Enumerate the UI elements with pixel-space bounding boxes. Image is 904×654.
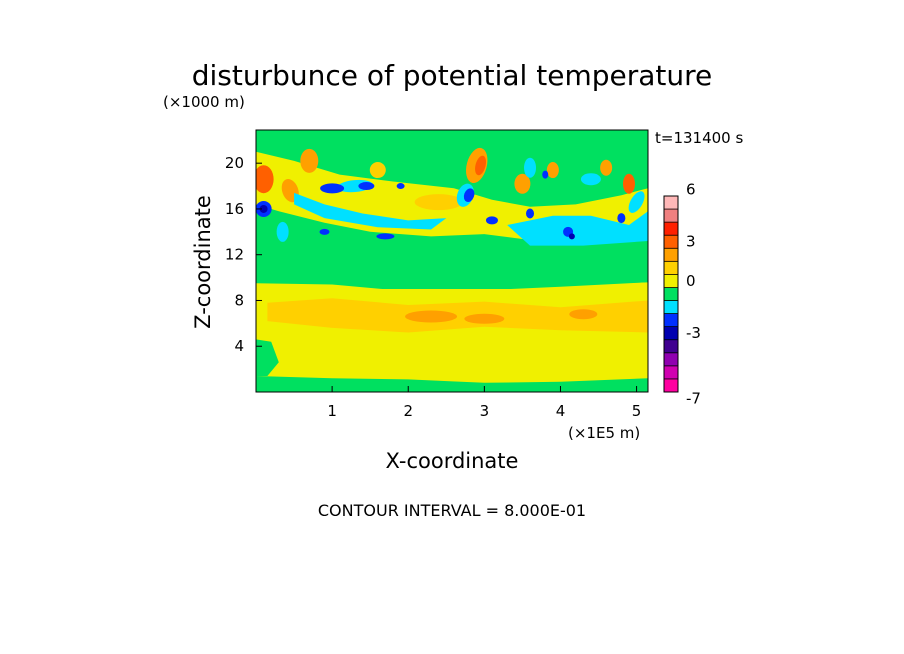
colorbar-swatch (664, 300, 678, 314)
contour-cell (463, 188, 475, 203)
colorbar-swatch (664, 287, 678, 301)
contour-cell (405, 310, 458, 323)
y-axis-label: Z-coordinate (191, 195, 215, 329)
y-tick-label: 8 (234, 291, 244, 309)
contour-cell (628, 191, 645, 213)
colorbar-swatch (664, 222, 678, 236)
contour-region (507, 211, 648, 246)
colorbar-swatch (664, 365, 678, 380)
contour-region (267, 298, 648, 333)
y-tick-label: 16 (225, 200, 244, 218)
x-tick-label: 3 (480, 402, 490, 420)
contour-cell (259, 204, 268, 213)
y-axis: 4 8 12 16 20 (225, 154, 262, 355)
contour-field (256, 130, 648, 392)
contour-cell (622, 173, 635, 194)
contour-cell (300, 148, 319, 173)
contour-cell (524, 157, 537, 178)
time-label: t=131400 s (655, 129, 743, 147)
contour-region (256, 339, 279, 376)
contour-cell (464, 313, 505, 324)
contour-cell (485, 216, 498, 225)
y-tick-label: 12 (225, 246, 244, 264)
contour-region (256, 250, 648, 287)
contour-cell (546, 162, 559, 179)
contour-cell (358, 182, 375, 191)
x-tick-label: 2 (403, 402, 413, 420)
contour-cell (569, 309, 598, 320)
contour-cell (514, 173, 531, 194)
colorbar-swatch (664, 248, 678, 262)
colorbar-swatch (664, 339, 678, 354)
contour-cell (568, 233, 575, 240)
colorbar-tick-label: -7 (686, 390, 701, 408)
contour-region (256, 376, 648, 392)
contour-cell (376, 233, 395, 240)
x-tick-label: 4 (556, 402, 566, 420)
x-tick-label: 1 (327, 402, 337, 420)
y-tick-label: 4 (234, 337, 244, 355)
plot-frame (255, 129, 649, 393)
plot-area (256, 130, 648, 392)
contour-cell (276, 221, 289, 242)
contour-cell (600, 159, 613, 176)
colorbar-tick-label: 0 (686, 272, 696, 290)
colorbar-swatch (664, 209, 678, 223)
colorbar-swatch (664, 196, 678, 210)
contour-cell (320, 183, 345, 194)
colorbar: 6 3 0 -3 -7 (663, 180, 701, 408)
contour-cell (526, 208, 535, 219)
x-tick-label: 5 (632, 402, 642, 420)
contour-cell (542, 170, 549, 179)
colorbar-swatch (664, 326, 678, 341)
contour-cell (580, 173, 601, 186)
contour-cell (414, 194, 463, 211)
colorbar-swatch (664, 378, 678, 393)
x-axis: 1 2 3 4 5 (327, 386, 641, 420)
contour-cell (396, 183, 405, 190)
colorbar-swatch (664, 274, 678, 288)
x-axis-label: X-coordinate (386, 449, 519, 473)
colorbar-tick-label: 3 (686, 233, 696, 251)
colorbar-swatch (664, 235, 678, 249)
contour-cell (256, 165, 274, 194)
contour-cell (319, 228, 330, 235)
x-unit-label: (×1E5 m) (568, 424, 640, 442)
contour-cell (369, 162, 386, 179)
y-tick-label: 20 (225, 154, 244, 172)
colorbar-swatch (664, 352, 678, 367)
contour-interval-label: CONTOUR INTERVAL = 8.000E-01 (318, 501, 586, 520)
chart-title: disturbunce of potential temperature (192, 59, 713, 92)
colorbar-swatch (664, 261, 678, 275)
contour-region (294, 192, 447, 230)
colorbar-tick-label: 6 (686, 180, 696, 198)
contour-cell (475, 155, 487, 176)
contour-cell (617, 213, 626, 224)
colorbar-frame (663, 195, 679, 393)
colorbar-swatch (664, 313, 678, 328)
colorbar-tick-label: -3 (686, 324, 701, 342)
z-unit-label: (×1000 m) (163, 93, 245, 111)
